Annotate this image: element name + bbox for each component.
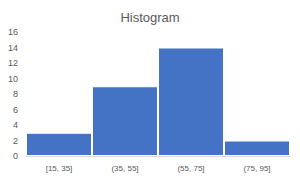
svg-text:(55, 75]: (55, 75]: [177, 164, 204, 173]
svg-text:10: 10: [8, 74, 18, 84]
svg-text:(75, 95]: (75, 95]: [243, 164, 270, 173]
svg-text:(35, 55]: (35, 55]: [111, 164, 138, 173]
svg-text:Histogram: Histogram: [120, 10, 179, 25]
svg-text:14: 14: [8, 43, 18, 53]
svg-text:8: 8: [13, 89, 18, 99]
svg-text:2: 2: [13, 136, 18, 146]
svg-text:[15, 35]: [15, 35]: [46, 164, 73, 173]
svg-text:6: 6: [13, 105, 18, 115]
svg-text:16: 16: [8, 27, 18, 37]
svg-text:4: 4: [13, 120, 18, 130]
svg-text:0: 0: [13, 151, 18, 161]
svg-text:12: 12: [8, 58, 18, 68]
